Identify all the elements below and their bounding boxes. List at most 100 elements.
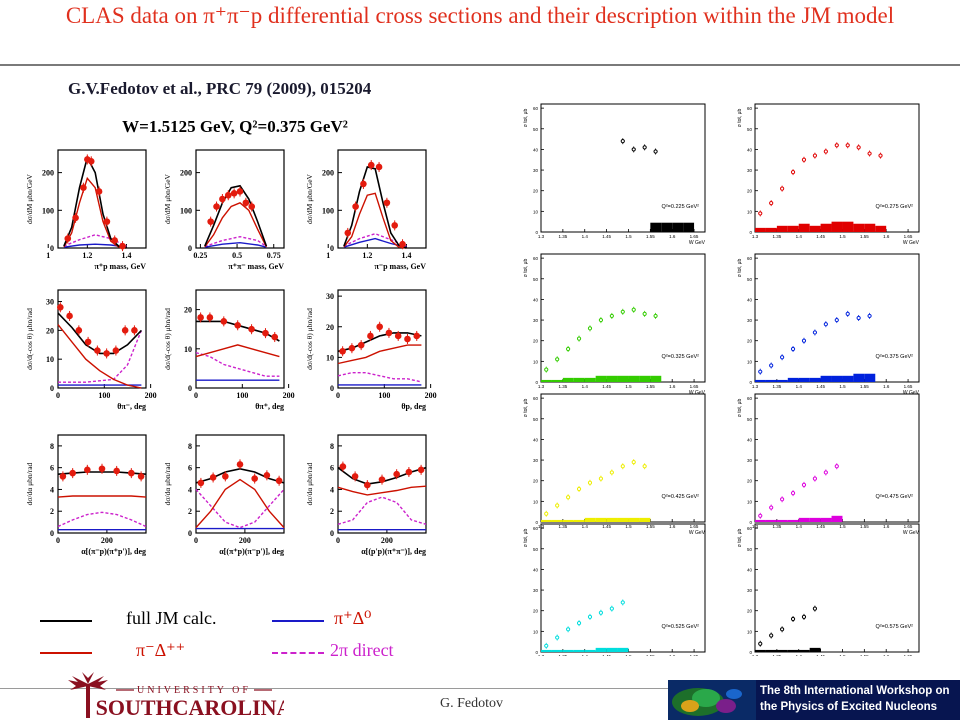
x-tick-label: 0 <box>336 391 340 400</box>
data-point <box>219 195 226 203</box>
x-tick-label: 1.35 <box>558 654 567 656</box>
curve-full <box>57 312 142 355</box>
background-bar <box>787 649 799 652</box>
citation: G.V.Fedotov et al., PRC 79 (2009), 01520… <box>68 79 372 98</box>
data-point <box>812 476 818 481</box>
y-tick-label: 0 <box>535 650 538 655</box>
y-tick-label: 50 <box>747 277 753 282</box>
panel-frame <box>57 149 147 249</box>
legend-line-pim-delta <box>40 652 92 654</box>
x-tick-label: 1.55 <box>860 234 869 239</box>
workshop-title: The 8th International Workshop on the Ph… <box>760 683 956 715</box>
data-point <box>812 330 818 335</box>
y-tick-label: 20 <box>747 189 753 194</box>
x-tick-label: 200 <box>381 536 393 545</box>
x-tick-label: 1.65 <box>904 234 913 239</box>
background-bar <box>776 379 788 382</box>
panel-frame <box>540 253 706 383</box>
x-tick-label: 1.45 <box>816 384 825 389</box>
x-tick-label: 1.5 <box>625 384 632 389</box>
palmetto-icon <box>68 672 108 718</box>
curve-pimDelta <box>343 192 407 249</box>
y-tick-label: 10 <box>533 209 539 214</box>
x-axis-label: W GeV <box>689 530 706 536</box>
y-tick-label: 0 <box>749 230 752 235</box>
data-point <box>84 466 91 474</box>
background-bar <box>639 375 651 382</box>
x-tick-label: 0 <box>194 391 198 400</box>
y-axis-label: σ tot, μb <box>523 529 529 548</box>
x-axis-label: π⁺p mass, GeV <box>95 262 147 271</box>
slide-title: CLAS data on π⁺π⁻p differential cross se… <box>65 3 895 28</box>
y-tick-label: 10 <box>184 345 192 354</box>
x-tick-label: 1.6 <box>883 654 890 656</box>
data-point <box>248 325 255 333</box>
y-tick-label: 8 <box>330 442 334 451</box>
data-point <box>758 641 763 646</box>
total-panel-1: 0 10 20 30 40 50 60 1.3 1.35 1.4 1.45 1.5 1.55 1.6 1.6… <box>523 103 706 246</box>
y-axis-label: dσ/dM μbn/GeV <box>305 173 314 224</box>
q2-label: Q²=0.475 GeV² <box>876 494 914 500</box>
y-tick-label: 0 <box>330 529 334 538</box>
x-tick-label: 1.55 <box>646 384 655 389</box>
y-tick-label: 100 <box>180 206 192 215</box>
q2-label: Q²=0.425 GeV² <box>662 494 700 500</box>
x-tick-label: 1.45 <box>816 524 825 529</box>
y-tick-label: 8 <box>188 442 192 451</box>
y-axis-label: dσ/dM μbn/GeV <box>163 173 172 224</box>
x-tick-label: 1.6 <box>883 384 890 389</box>
data-point <box>393 470 400 478</box>
dcs-panel-8: 0 2 4 6 8 0 200 α[(π⁺p)(π⁻p')], deg dσ/dα μbn/ra… <box>163 434 285 556</box>
y-tick-label: 50 <box>533 277 539 282</box>
y-tick-label: 10 <box>46 355 54 364</box>
y-tick-label: 30 <box>747 318 753 323</box>
y-tick-label: 2 <box>330 507 334 516</box>
data-point <box>248 203 256 210</box>
x-tick-label: 1.6 <box>883 234 890 239</box>
data-point <box>87 158 95 165</box>
curve-full <box>343 166 407 249</box>
curve-direct <box>204 235 267 248</box>
x-tick-label: 100 <box>98 391 110 400</box>
x-tick-label: 200 <box>101 536 113 545</box>
data-point <box>94 347 101 354</box>
data-point <box>98 465 106 473</box>
background-bar <box>650 222 662 232</box>
x-tick-label: 1.45 <box>816 654 825 656</box>
data-point <box>263 471 271 479</box>
background-bar <box>628 517 640 522</box>
panel-frame <box>57 434 147 534</box>
data-point <box>112 347 120 354</box>
legend-label-full: full JM calc. <box>126 608 217 628</box>
background-bar <box>831 515 843 522</box>
y-axis-label: dσ/d(-cos θ) μbn/rad <box>163 308 172 370</box>
background-bar <box>853 373 865 382</box>
x-tick-label: 1.2 <box>82 251 92 260</box>
x-tick-label: 1.6 <box>669 384 676 389</box>
x-tick-label: 0 <box>56 536 60 545</box>
data-point <box>59 473 67 480</box>
y-tick-label: 100 <box>322 206 334 215</box>
y-tick-label: 4 <box>330 485 334 494</box>
data-point <box>213 203 220 210</box>
data-point <box>224 191 232 199</box>
legend-item-pim-delta: π⁻Δ⁺⁺ <box>40 640 240 664</box>
data-point <box>801 338 807 343</box>
background-bar <box>617 647 629 652</box>
data-point <box>823 470 828 475</box>
legend-item-direct: 2π direct <box>272 640 442 664</box>
data-point <box>845 311 850 316</box>
x-tick-label: 1.6 <box>883 524 890 529</box>
y-tick-label: 0 <box>749 380 752 385</box>
background-bar <box>787 225 799 232</box>
y-tick-label: 60 <box>533 396 539 401</box>
x-tick-label: 1.65 <box>690 524 699 529</box>
background-bar <box>809 377 821 382</box>
y-axis-label: σ tot, μb <box>737 399 743 418</box>
background-bar <box>787 377 799 382</box>
data-point <box>576 620 582 626</box>
data-point <box>758 513 763 518</box>
data-point <box>769 505 774 510</box>
x-tick-label: 1.4 <box>796 234 803 239</box>
